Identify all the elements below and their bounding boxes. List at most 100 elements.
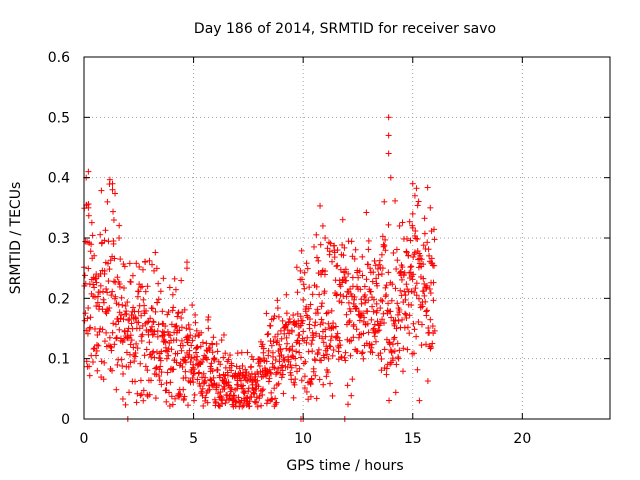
- data-point: [240, 369, 247, 376]
- data-point: [313, 283, 320, 290]
- data-point: [149, 323, 156, 330]
- data-point: [313, 254, 320, 261]
- data-point: [163, 355, 170, 362]
- data-point: [138, 337, 145, 344]
- data-point: [116, 283, 123, 290]
- data-point: [283, 334, 290, 341]
- data-point: [184, 402, 191, 409]
- data-point: [170, 304, 177, 311]
- data-point: [301, 269, 308, 276]
- data-point: [215, 358, 222, 365]
- data-point: [407, 237, 414, 244]
- data-point: [122, 401, 129, 408]
- data-point: [377, 297, 384, 304]
- data-point: [390, 336, 397, 343]
- data-point: [424, 184, 431, 191]
- data-point: [329, 352, 336, 359]
- data-point: [124, 328, 131, 335]
- data-point: [424, 378, 431, 385]
- data-point: [326, 248, 333, 255]
- data-point: [380, 310, 387, 317]
- data-point: [266, 366, 273, 373]
- data-point: [165, 352, 172, 359]
- data-point: [176, 327, 183, 334]
- data-point: [104, 289, 111, 296]
- data-point: [224, 372, 231, 379]
- data-point: [117, 256, 124, 263]
- data-point: [394, 340, 401, 347]
- data-point: [415, 198, 422, 205]
- data-point: [173, 336, 180, 343]
- data-point: [149, 261, 156, 268]
- data-point: [217, 374, 224, 381]
- data-point: [329, 392, 336, 399]
- data-point: [374, 307, 381, 314]
- data-point: [100, 376, 107, 383]
- data-point: [410, 253, 417, 260]
- data-point: [357, 286, 364, 293]
- data-point: [353, 326, 360, 333]
- data-point: [118, 356, 125, 363]
- data-point: [337, 342, 344, 349]
- y-tick-label: 0.6: [48, 50, 70, 66]
- data-point: [290, 394, 297, 401]
- plot-frame: [83, 56, 611, 420]
- data-point: [205, 314, 212, 321]
- data-point: [110, 217, 117, 224]
- data-point: [154, 327, 161, 334]
- data-point: [252, 373, 259, 380]
- data-point: [409, 180, 416, 187]
- data-point: [315, 346, 322, 353]
- data-point: [253, 399, 260, 406]
- data-point: [110, 320, 117, 327]
- data-point: [188, 355, 195, 362]
- data-point: [307, 301, 314, 308]
- data-point: [158, 381, 165, 388]
- data-point: [288, 364, 295, 371]
- data-point: [100, 288, 107, 295]
- data-point: [228, 362, 235, 369]
- x-tick-label: 10: [294, 431, 312, 447]
- data-point: [369, 349, 376, 356]
- data-point: [274, 297, 281, 304]
- data-point: [152, 395, 159, 402]
- data-point: [363, 209, 370, 216]
- data-point: [422, 298, 429, 305]
- data-point: [157, 357, 164, 364]
- data-point: [296, 349, 303, 356]
- data-point: [126, 389, 133, 396]
- data-point: [325, 309, 332, 316]
- data-point: [337, 283, 344, 290]
- data-point: [408, 288, 415, 295]
- data-point: [208, 360, 215, 367]
- data-point: [301, 373, 308, 380]
- data-point: [86, 372, 93, 379]
- data-point: [97, 231, 104, 238]
- data-point: [380, 319, 387, 326]
- data-point: [344, 382, 351, 389]
- data-point: [395, 355, 402, 362]
- data-point: [139, 266, 146, 273]
- data-point: [367, 288, 374, 295]
- data-point: [134, 390, 141, 397]
- data-point: [328, 307, 335, 314]
- data-point: [242, 372, 249, 379]
- data-point: [193, 356, 200, 363]
- data-point: [404, 346, 411, 353]
- data-point: [421, 230, 428, 237]
- data-point: [319, 335, 326, 342]
- data-point: [398, 276, 405, 283]
- data-point: [122, 302, 129, 309]
- data-point: [327, 337, 334, 344]
- data-point: [421, 215, 428, 222]
- data-point: [103, 329, 110, 336]
- data-point: [309, 337, 316, 344]
- data-point: [331, 254, 338, 261]
- data-point: [296, 340, 303, 347]
- data-point: [383, 282, 390, 289]
- data-point: [379, 316, 386, 323]
- data-point: [373, 275, 380, 282]
- data-point: [183, 325, 190, 332]
- data-point: [355, 334, 362, 341]
- data-point: [169, 401, 176, 408]
